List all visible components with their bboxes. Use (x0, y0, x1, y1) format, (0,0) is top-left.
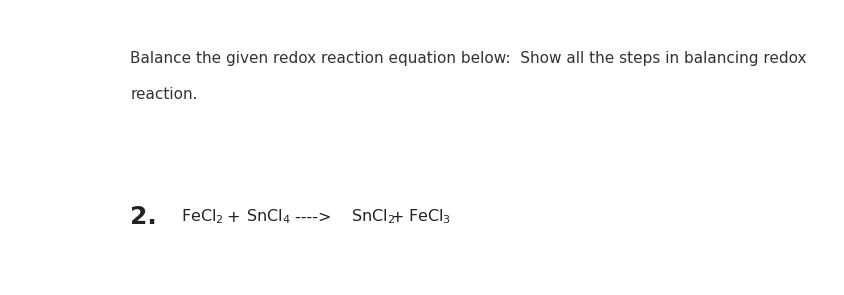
Text: +: + (226, 210, 240, 224)
Text: $\mathsf{FeCl_{2}}$: $\mathsf{FeCl_{2}}$ (181, 208, 224, 227)
Text: 2.: 2. (130, 205, 157, 229)
Text: +: + (391, 210, 404, 224)
Text: $\mathsf{SnCl_{4}}$: $\mathsf{SnCl_{4}}$ (246, 208, 290, 227)
Text: ---->: ----> (295, 210, 337, 224)
Text: $\mathsf{FeCl_{3}}$: $\mathsf{FeCl_{3}}$ (408, 208, 452, 227)
Text: reaction.: reaction. (130, 86, 197, 101)
Text: Balance the given redox reaction equation below:  Show all the steps in balancin: Balance the given redox reaction equatio… (130, 51, 807, 66)
Text: $\mathsf{SnCl_{2}}$: $\mathsf{SnCl_{2}}$ (351, 208, 395, 227)
